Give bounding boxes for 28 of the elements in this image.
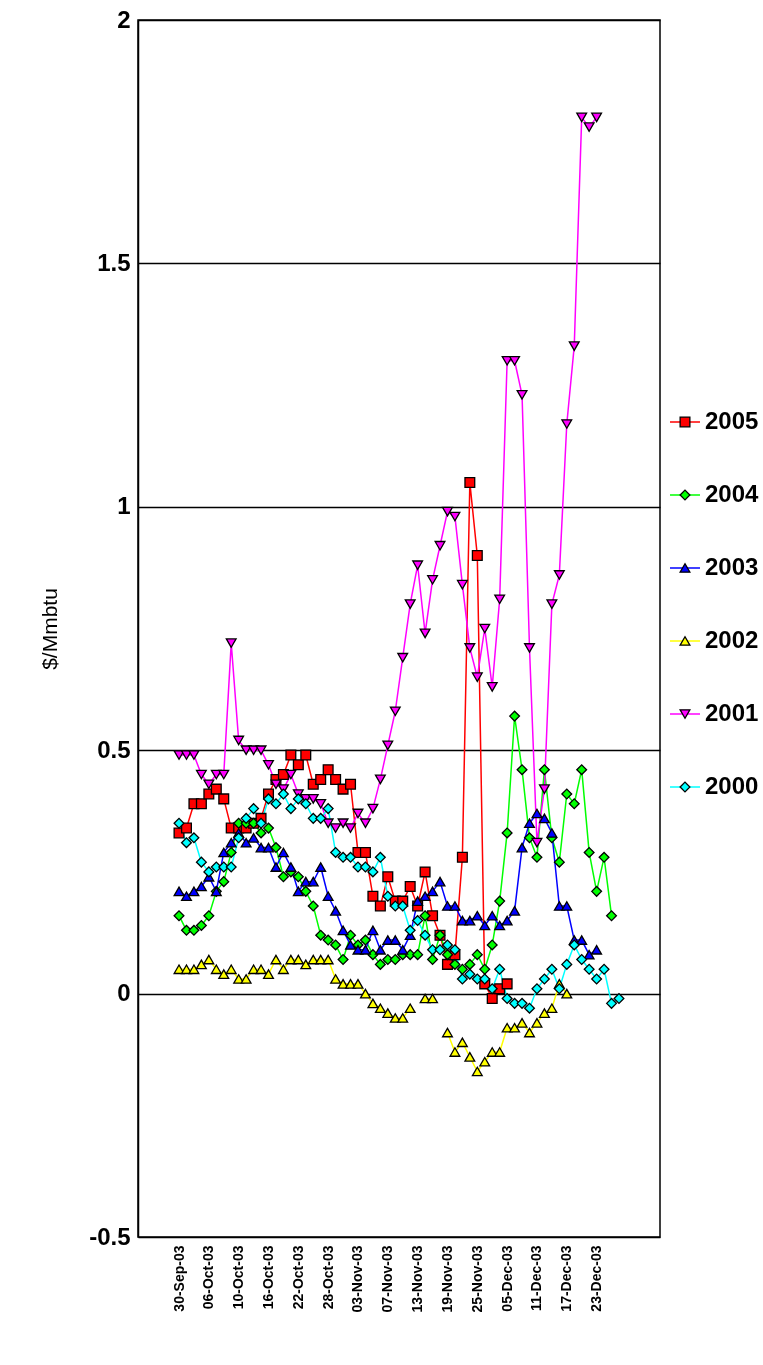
y-tick-label: 0 xyxy=(117,979,131,1007)
x-tick-label: 25-Nov-03 xyxy=(468,1245,485,1313)
x-tick-label: 06-Oct-03 xyxy=(200,1245,217,1310)
x-tick-label: 05-Dec-03 xyxy=(498,1245,515,1312)
x-tick-label: 11-Dec-03 xyxy=(528,1245,545,1311)
y-tick-label: 1.5 xyxy=(97,248,131,276)
x-tick-label: 13-Nov-03 xyxy=(409,1245,426,1313)
y-tick-label: -0.5 xyxy=(89,1222,131,1250)
legend-label: 2000 xyxy=(705,772,759,799)
legend-label: 2002 xyxy=(705,626,759,653)
y-tick-label: 0.5 xyxy=(97,735,131,763)
legend-label: 2001 xyxy=(705,699,759,726)
x-tick-label: 22-Oct-03 xyxy=(289,1245,306,1310)
x-tick-label: 03-Nov-03 xyxy=(349,1245,366,1313)
x-tick-label: 19-Nov-03 xyxy=(438,1245,455,1313)
x-tick-label: 30-Sep-03 xyxy=(170,1245,187,1312)
y-axis-title: $/Mmbtu xyxy=(38,588,62,670)
x-tick-label: 07-Nov-03 xyxy=(379,1245,396,1313)
x-tick-label: 23-Dec-03 xyxy=(588,1245,605,1312)
legend-label: 2005 xyxy=(705,407,759,434)
x-tick-label: 10-Oct-03 xyxy=(230,1245,247,1310)
y-tick-label: 1 xyxy=(117,492,131,520)
x-tick-label: 17-Dec-03 xyxy=(558,1245,575,1312)
y-tick-label: 2 xyxy=(117,5,131,33)
legend-label: 2003 xyxy=(705,553,759,580)
legend-label: 2004 xyxy=(705,480,760,507)
x-tick-label: 28-Oct-03 xyxy=(319,1245,336,1310)
x-tick-label: 16-Oct-03 xyxy=(260,1245,276,1310)
